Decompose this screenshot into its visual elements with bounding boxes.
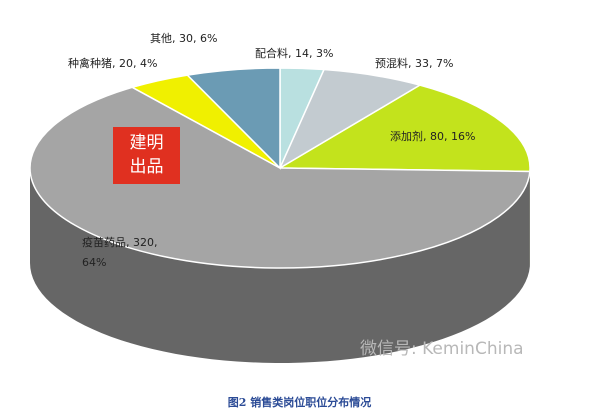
chart-title: 图2 销售类岗位职位分布情况 xyxy=(227,396,372,409)
slice xyxy=(185,67,281,170)
data-label: 添加剂, 80, 16% xyxy=(390,130,476,143)
data-label: 种禽种猪, 20, 4% xyxy=(68,57,158,70)
data-label: 其他, 30, 6% xyxy=(150,32,218,45)
slice-side xyxy=(30,168,530,363)
stamp: 建明出品 xyxy=(113,127,180,184)
watermark: 微信号: KeminChina xyxy=(360,339,524,359)
data-label: 疫苗药品, 320, 64% xyxy=(82,236,158,269)
data-label: 配合料, 14, 3% xyxy=(255,47,334,60)
data-label: 预混料, 33, 7% xyxy=(375,57,454,70)
slice xyxy=(277,84,531,173)
